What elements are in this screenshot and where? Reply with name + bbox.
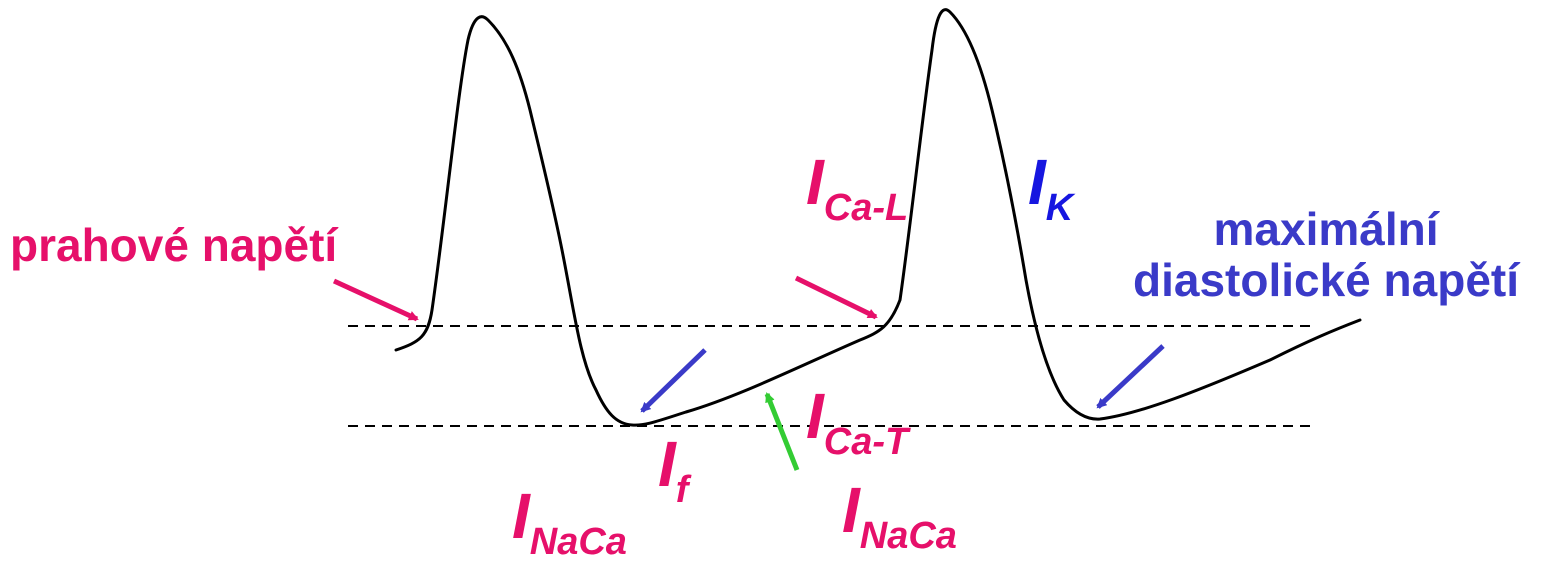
ica-l-arrow	[794, 275, 878, 320]
inaca-right-label: INaCa	[842, 478, 957, 555]
mdp-label-line1: maximální	[1213, 203, 1439, 255]
action-potential-trace	[394, 8, 1362, 427]
ik-main: I	[1028, 146, 1046, 218]
inaca-left-main: I	[512, 480, 530, 552]
threshold-arrow	[332, 278, 419, 322]
if-arrow	[640, 348, 707, 413]
threshold-label: prahové napětí	[10, 222, 337, 268]
threshold-label-text: prahové napětí	[10, 219, 338, 271]
if-label: If	[658, 432, 688, 509]
action-potential-diagram	[332, 8, 1362, 471]
inaca-right-sub: NaCa	[859, 515, 957, 557]
ik-label: IK	[1028, 150, 1073, 227]
ica-t-green-arrow	[764, 392, 800, 471]
mdp-label: maximální diastolické napětí	[1086, 204, 1566, 305]
inaca-right-main: I	[842, 474, 860, 546]
inaca-left-sub: NaCa	[529, 521, 627, 563]
ik-sub: K	[1045, 187, 1074, 229]
ica-t-sub: Ca-T	[823, 421, 909, 463]
ica-l-label: ICa-L	[806, 150, 908, 227]
inaca-left-label: INaCa	[512, 484, 627, 561]
ica-t-main: I	[806, 380, 824, 452]
ica-l-main: I	[806, 146, 824, 218]
if-main: I	[658, 428, 676, 500]
ica-l-sub: Ca-L	[823, 187, 909, 229]
mdp-label-line2: diastolické napětí	[1132, 253, 1519, 306]
mdp-arrow	[1096, 344, 1165, 409]
ica-t-label: ICa-T	[806, 384, 908, 461]
if-sub: f	[675, 469, 689, 511]
